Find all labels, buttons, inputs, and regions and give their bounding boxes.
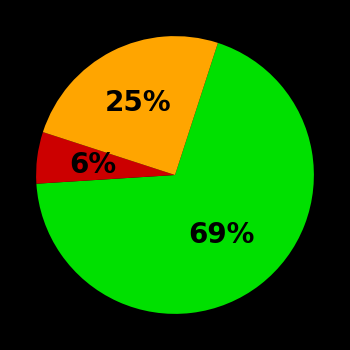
Wedge shape [43, 36, 218, 175]
Wedge shape [36, 132, 175, 184]
Wedge shape [36, 43, 314, 314]
Text: 25%: 25% [105, 89, 172, 117]
Text: 69%: 69% [189, 221, 255, 249]
Text: 6%: 6% [69, 150, 116, 178]
